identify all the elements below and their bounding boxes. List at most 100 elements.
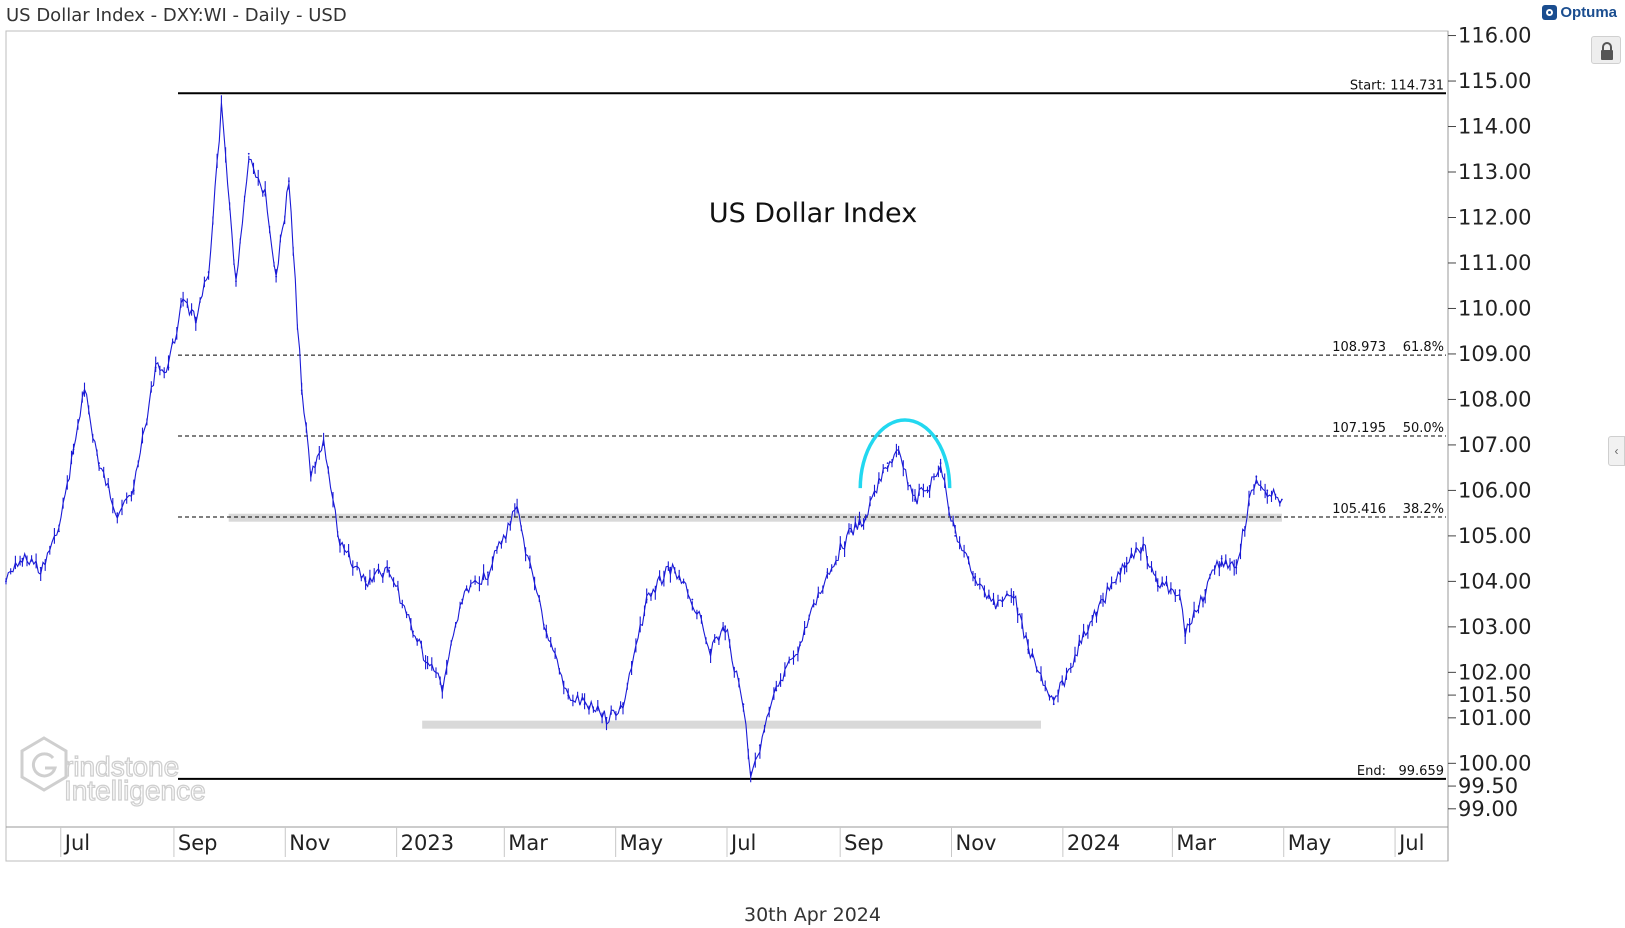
y-tick-label-5: 111.00	[1458, 251, 1531, 275]
price-point-57	[974, 575, 977, 578]
y-tick-label-16: 101.00	[1458, 706, 1531, 730]
price-point-53	[914, 498, 916, 501]
level-38-2--label-right: 38.2%	[1403, 502, 1444, 517]
price-point-3	[58, 530, 60, 533]
price-point-1	[21, 557, 24, 560]
price-point-13	[207, 271, 210, 273]
x-tick-label-10: Mar	[1176, 831, 1216, 855]
price-point-5	[83, 389, 86, 392]
x-axis[interactable]: Jul Sep Nov 2023 Mar May Jul Sep Nov 2024 Mar May Ju…	[60, 827, 1425, 857]
price-point-41	[709, 648, 712, 651]
price-point-72	[1248, 503, 1250, 505]
y-axis[interactable]: 116.00 115.00 114.00 113.00 112.00 111.00 110.…	[1448, 24, 1531, 821]
chart-date: 30th Apr 2024	[744, 904, 881, 926]
price-point-21	[309, 471, 312, 474]
price-point-32	[528, 566, 531, 569]
lock-icon	[1601, 42, 1613, 60]
support-bands	[228, 513, 1282, 729]
support-band-0	[228, 513, 1282, 522]
retracement-levels: Start: 114.731 108.973 61.8% 107.195 50.0% 105…	[178, 78, 1446, 780]
price-point-28	[441, 685, 444, 687]
price-point-49	[850, 530, 853, 533]
price-point-14	[220, 107, 223, 110]
price-point-62	[1078, 644, 1081, 646]
y-tick-label-2: 114.00	[1458, 115, 1531, 139]
price-point-55	[939, 462, 942, 465]
y-tick-label-1: 115.00	[1458, 69, 1531, 93]
y-tick-label-14: 102.00	[1458, 660, 1531, 684]
x-tick-label-7: Sep	[844, 831, 884, 855]
price-point-43	[742, 703, 745, 706]
price-point-58	[992, 603, 995, 606]
level-start-label-right: 114.731	[1390, 78, 1444, 93]
price-point-8	[132, 489, 135, 492]
y-tick-label-17: 100.00	[1458, 751, 1531, 775]
y-tick-label-8: 108.00	[1458, 387, 1531, 411]
price-point-40	[691, 598, 694, 601]
x-tick-label-6: Jul	[729, 831, 756, 855]
price-point-71	[1235, 566, 1238, 569]
watermark-line-1: rindstone	[64, 751, 179, 782]
y-tick-label-9: 107.00	[1458, 433, 1531, 457]
y-tick-label-13: 103.00	[1458, 615, 1531, 639]
price-point-35	[583, 703, 586, 706]
price-point-64	[1125, 562, 1128, 565]
x-tick-label-12: Jul	[1397, 831, 1424, 855]
y-tick-label-10: 106.00	[1458, 478, 1531, 502]
watermark-g-icon	[31, 752, 58, 778]
y-tick-label-4: 112.00	[1458, 205, 1531, 229]
price-point-19	[288, 180, 290, 183]
watermark-hexagon-icon	[20, 736, 68, 792]
price-point-56	[954, 534, 957, 537]
price-series	[5, 95, 1283, 783]
price-point-23	[339, 544, 341, 546]
price-point-69	[1204, 589, 1207, 592]
price-point-7	[116, 512, 119, 515]
chart-annotation: US Dollar Index	[709, 198, 917, 229]
y-tick-label-0: 116.00	[1458, 24, 1531, 48]
price-point-42	[724, 625, 727, 628]
price-point-2	[39, 566, 42, 569]
price-point-33	[545, 630, 548, 633]
price-point-34	[567, 694, 570, 696]
price-point-17	[264, 193, 267, 196]
price-point-36	[605, 716, 608, 719]
price-point-46	[775, 689, 778, 692]
price-point-6	[98, 462, 100, 465]
price-point-10	[167, 366, 170, 369]
price-point-48	[826, 571, 829, 574]
y-tick-label-11: 105.00	[1458, 524, 1531, 548]
price-point-59	[1012, 594, 1015, 596]
price-point-38	[645, 598, 648, 601]
x-tick-label-1: Sep	[178, 831, 218, 855]
price-point-44	[749, 771, 752, 774]
x-tick-label-2: Nov	[289, 831, 330, 855]
x-tick-label-4: Mar	[508, 831, 548, 855]
price-point-66	[1156, 585, 1159, 587]
x-tick-label-3: 2023	[401, 831, 454, 855]
level-end-label-right: 99.659	[1399, 764, 1445, 779]
y-tick-label-6: 110.00	[1458, 296, 1531, 320]
level-61-8--label-right: 61.8%	[1403, 340, 1444, 355]
level-50-0--label-right: 50.0%	[1403, 421, 1444, 436]
price-point-11	[182, 298, 184, 301]
top-arc	[858, 418, 952, 489]
price-point-75	[1280, 498, 1283, 501]
price-point-50	[864, 516, 867, 519]
price-point-37	[622, 703, 624, 706]
top-arc-annotation	[858, 418, 952, 489]
price-point-45	[758, 744, 761, 747]
price-point-60	[1027, 648, 1030, 651]
price-point-27	[426, 662, 429, 665]
level-61-8--label-left: 108.973	[1332, 340, 1386, 355]
price-point-18	[275, 275, 278, 278]
price-point-30	[486, 571, 489, 574]
price-point-29	[461, 598, 464, 601]
collapse-panel-button[interactable]: ‹	[1608, 436, 1625, 466]
plot-area	[5, 30, 1449, 862]
price-point-47	[799, 644, 801, 646]
x-tick-label-8: Nov	[956, 831, 997, 855]
x-tick-label-0: Jul	[63, 831, 90, 855]
lock-scale-button[interactable]	[1591, 36, 1621, 64]
